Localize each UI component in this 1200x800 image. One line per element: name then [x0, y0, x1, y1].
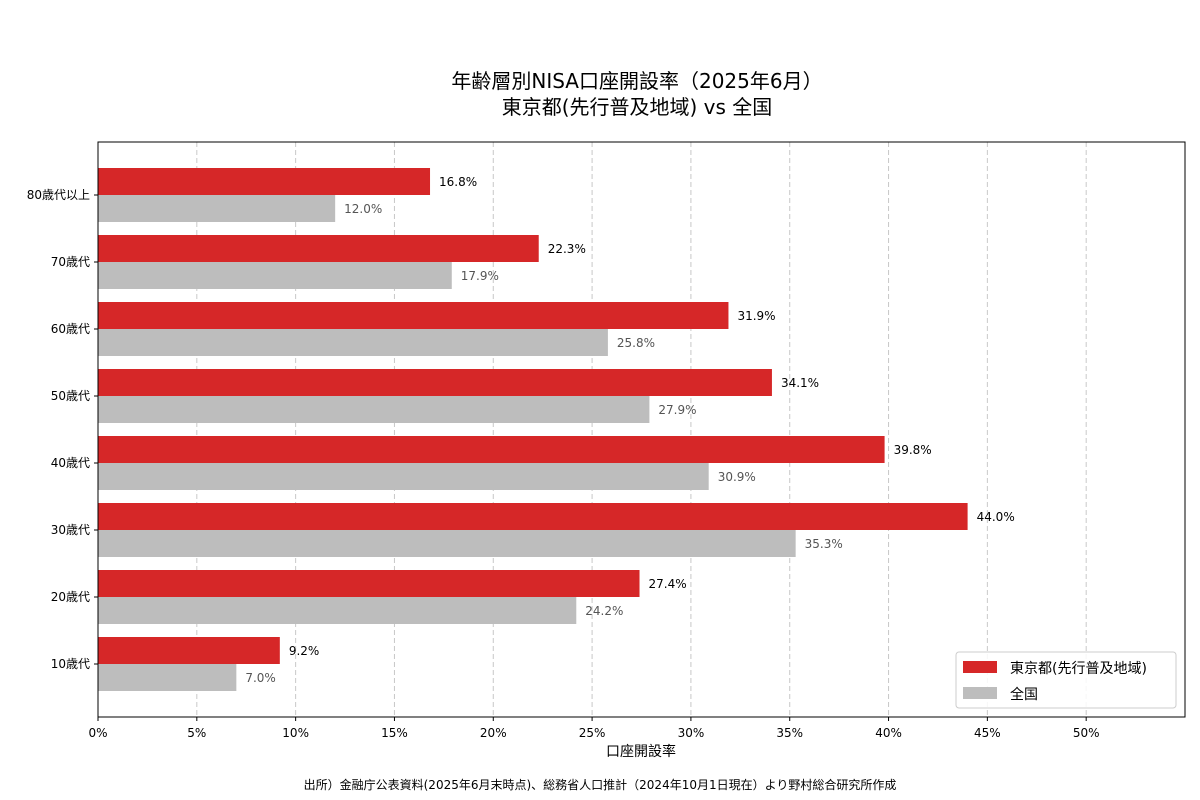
- x-tick-label: 5%: [187, 726, 206, 740]
- data-label: 35.3%: [805, 537, 843, 551]
- bar-national: [98, 597, 577, 624]
- x-tick-label: 0%: [88, 726, 107, 740]
- bar-national: [98, 664, 237, 691]
- data-label: 24.2%: [585, 604, 623, 618]
- plot-frame: [97, 141, 1186, 718]
- data-label: 31.9%: [737, 309, 775, 323]
- y-tick-label: 30歳代: [51, 523, 90, 537]
- bar-tokyo: [98, 570, 640, 597]
- y-tick-label: 50歳代: [51, 389, 90, 403]
- y-tick-label: 40歳代: [51, 456, 90, 470]
- x-tick-label: 50%: [1073, 726, 1100, 740]
- y-tick-label: 60歳代: [51, 322, 90, 336]
- bar-national: [98, 463, 709, 490]
- legend: 東京都(先行普及地域) 全国: [955, 651, 1177, 709]
- x-tick-label: 10%: [282, 726, 309, 740]
- data-label: 39.8%: [894, 443, 932, 457]
- bar-national: [98, 262, 452, 289]
- bar-tokyo: [98, 503, 968, 530]
- x-axis-label: 口座開設率: [606, 743, 676, 760]
- x-tick-label: 40%: [875, 726, 902, 740]
- legend-swatch-national: [963, 687, 997, 699]
- bar-national: [98, 396, 650, 423]
- bar-national: [98, 329, 608, 356]
- source-note: 出所）金融庁公表資料(2025年6月末時点)、総務省人口推計（2024年10月1…: [304, 777, 897, 792]
- data-label: 9.2%: [289, 644, 320, 658]
- bar-tokyo: [98, 168, 431, 195]
- chart-title-line1: 年齢層別NISA口座開設率（2025年6月）: [451, 69, 822, 93]
- x-tick-label: 20%: [480, 726, 507, 740]
- data-label: 34.1%: [781, 376, 819, 390]
- y-tick-label: 80歳代以上: [27, 188, 90, 202]
- legend-label-national: 全国: [1010, 686, 1038, 703]
- bar-tokyo: [98, 436, 885, 463]
- data-label: 12.0%: [344, 202, 382, 216]
- chart-title-line2: 東京都(先行普及地域) vs 全国: [502, 95, 773, 119]
- bar-national: [98, 530, 796, 557]
- data-label: 16.8%: [439, 175, 477, 189]
- bar-national: [98, 195, 336, 222]
- legend-swatch-tokyo: [963, 661, 997, 673]
- x-tick-label: 25%: [579, 726, 606, 740]
- legend-label-tokyo: 東京都(先行普及地域): [1010, 661, 1147, 677]
- y-tick-label: 20歳代: [51, 590, 90, 604]
- data-label: 44.0%: [977, 510, 1015, 524]
- data-label: 25.8%: [617, 336, 655, 350]
- data-label: 7.0%: [245, 671, 276, 685]
- bar-tokyo: [98, 369, 772, 396]
- x-tick-label: 15%: [381, 726, 408, 740]
- data-label: 17.9%: [461, 269, 499, 283]
- bar-tokyo: [98, 235, 539, 262]
- x-tick-label: 30%: [678, 726, 705, 740]
- data-label: 27.4%: [649, 577, 687, 591]
- bar-tokyo: [98, 637, 280, 664]
- y-tick-label: 70歳代: [51, 255, 90, 269]
- data-label: 22.3%: [548, 242, 586, 256]
- data-label: 30.9%: [718, 470, 756, 484]
- x-tick-label: 35%: [776, 726, 803, 740]
- bar-tokyo: [98, 302, 729, 329]
- data-label: 27.9%: [658, 403, 696, 417]
- y-tick-label: 10歳代: [51, 657, 90, 671]
- x-tick-label: 45%: [974, 726, 1001, 740]
